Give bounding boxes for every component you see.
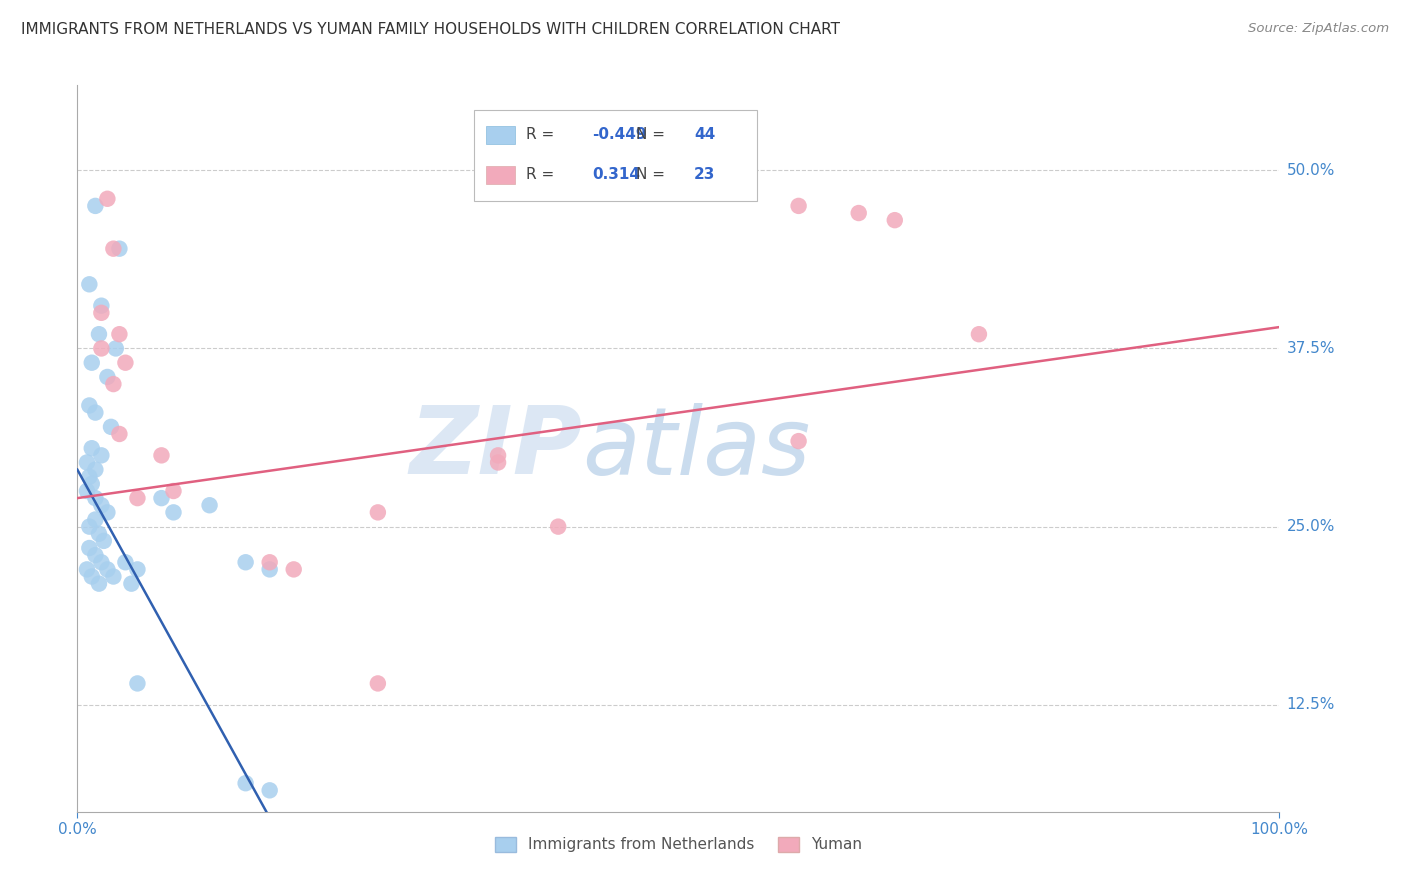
Text: 25.0%: 25.0% <box>1286 519 1334 534</box>
Point <box>79 469 101 483</box>
Point <box>367 676 389 690</box>
Text: Source: ZipAtlas.com: Source: ZipAtlas.com <box>1249 22 1389 36</box>
Point <box>79 399 101 413</box>
Point <box>80 356 103 370</box>
Point <box>87 526 110 541</box>
FancyBboxPatch shape <box>486 126 515 144</box>
Point <box>90 342 112 356</box>
Point <box>259 783 281 797</box>
Point <box>235 555 257 569</box>
Point <box>90 448 112 462</box>
Text: 37.5%: 37.5% <box>1286 341 1334 356</box>
Point <box>114 555 136 569</box>
Point <box>87 327 110 342</box>
Text: atlas: atlas <box>582 402 810 494</box>
Point <box>103 242 125 256</box>
Point <box>96 370 118 384</box>
Point <box>114 356 136 370</box>
Point <box>84 548 107 562</box>
Point <box>848 206 870 220</box>
FancyBboxPatch shape <box>474 111 756 201</box>
Point <box>93 533 115 548</box>
Text: 50.0%: 50.0% <box>1286 162 1334 178</box>
Point <box>76 455 98 469</box>
Point <box>103 569 125 583</box>
Point <box>162 505 184 519</box>
Point <box>84 462 107 476</box>
Point <box>76 562 98 576</box>
Point <box>104 342 127 356</box>
Text: 0.314: 0.314 <box>592 168 640 182</box>
Point <box>84 512 107 526</box>
Text: N =: N = <box>637 128 671 143</box>
Point <box>367 505 389 519</box>
Point <box>120 576 142 591</box>
Point <box>162 483 184 498</box>
Point <box>90 306 112 320</box>
Point <box>150 491 173 505</box>
Point <box>90 299 112 313</box>
Point <box>283 562 305 576</box>
Point <box>108 427 131 442</box>
Point <box>96 192 118 206</box>
Text: R =: R = <box>526 168 558 182</box>
Point <box>235 776 257 790</box>
FancyBboxPatch shape <box>486 166 515 184</box>
Point <box>108 242 131 256</box>
Point <box>198 498 221 512</box>
Point <box>90 555 112 569</box>
Text: R =: R = <box>526 128 558 143</box>
Point <box>486 448 509 462</box>
Point <box>96 505 118 519</box>
Point <box>787 434 810 449</box>
Point <box>76 483 98 498</box>
Point <box>967 327 990 342</box>
Point <box>486 455 509 469</box>
Point <box>79 277 101 292</box>
Point <box>80 569 103 583</box>
Text: 23: 23 <box>695 168 716 182</box>
Point <box>79 519 101 533</box>
Point <box>547 519 569 533</box>
Point <box>84 491 107 505</box>
Point <box>84 199 107 213</box>
Point <box>96 562 118 576</box>
Point <box>90 498 112 512</box>
Point <box>100 420 122 434</box>
Text: 12.5%: 12.5% <box>1286 698 1334 713</box>
Point <box>883 213 905 227</box>
Point <box>127 676 149 690</box>
Text: N =: N = <box>637 168 671 182</box>
Point <box>103 377 125 392</box>
Point <box>80 442 103 455</box>
Text: IMMIGRANTS FROM NETHERLANDS VS YUMAN FAMILY HOUSEHOLDS WITH CHILDREN CORRELATION: IMMIGRANTS FROM NETHERLANDS VS YUMAN FAM… <box>21 22 841 37</box>
Point <box>127 562 149 576</box>
Point <box>259 555 281 569</box>
Point <box>150 448 173 462</box>
Point <box>108 327 131 342</box>
Point <box>87 576 110 591</box>
Point <box>787 199 810 213</box>
Text: -0.449: -0.449 <box>592 128 647 143</box>
Point <box>259 562 281 576</box>
Point <box>127 491 149 505</box>
Text: 44: 44 <box>695 128 716 143</box>
Point <box>79 541 101 555</box>
Text: ZIP: ZIP <box>409 402 582 494</box>
Point <box>80 476 103 491</box>
Legend: Immigrants from Netherlands, Yuman: Immigrants from Netherlands, Yuman <box>488 830 869 859</box>
Point <box>84 406 107 420</box>
